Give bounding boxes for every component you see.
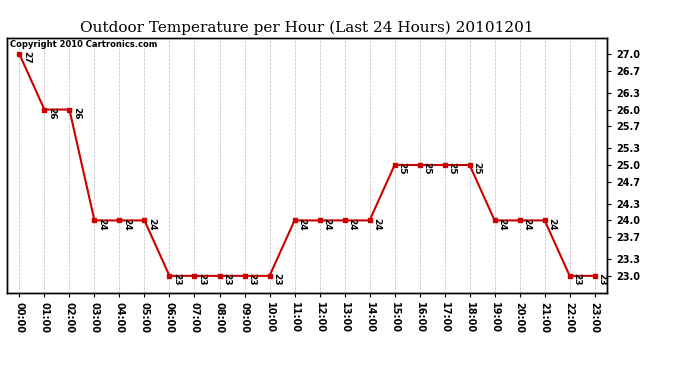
Text: 24: 24 [373, 217, 382, 230]
Text: 24: 24 [522, 217, 531, 230]
Text: 24: 24 [147, 217, 156, 230]
Text: 23: 23 [172, 273, 181, 286]
Text: 23: 23 [598, 273, 607, 286]
Text: 24: 24 [97, 217, 106, 230]
Text: 23: 23 [222, 273, 231, 286]
Text: 25: 25 [447, 162, 456, 175]
Text: 23: 23 [573, 273, 582, 286]
Text: 27: 27 [22, 51, 31, 64]
Text: 24: 24 [122, 217, 131, 230]
Text: 25: 25 [473, 162, 482, 175]
Text: 24: 24 [547, 217, 556, 230]
Text: 24: 24 [322, 217, 331, 230]
Text: 24: 24 [297, 217, 306, 230]
Text: 25: 25 [397, 162, 406, 175]
Text: 24: 24 [347, 217, 356, 230]
Text: 23: 23 [197, 273, 206, 286]
Text: 25: 25 [422, 162, 431, 175]
Text: 26: 26 [47, 107, 56, 119]
Text: 24: 24 [497, 217, 506, 230]
Text: 26: 26 [72, 107, 81, 119]
Title: Outdoor Temperature per Hour (Last 24 Hours) 20101201: Outdoor Temperature per Hour (Last 24 Ho… [80, 21, 534, 35]
Text: Copyright 2010 Cartronics.com: Copyright 2010 Cartronics.com [10, 40, 157, 49]
Text: 23: 23 [247, 273, 256, 286]
Text: 23: 23 [273, 273, 282, 286]
